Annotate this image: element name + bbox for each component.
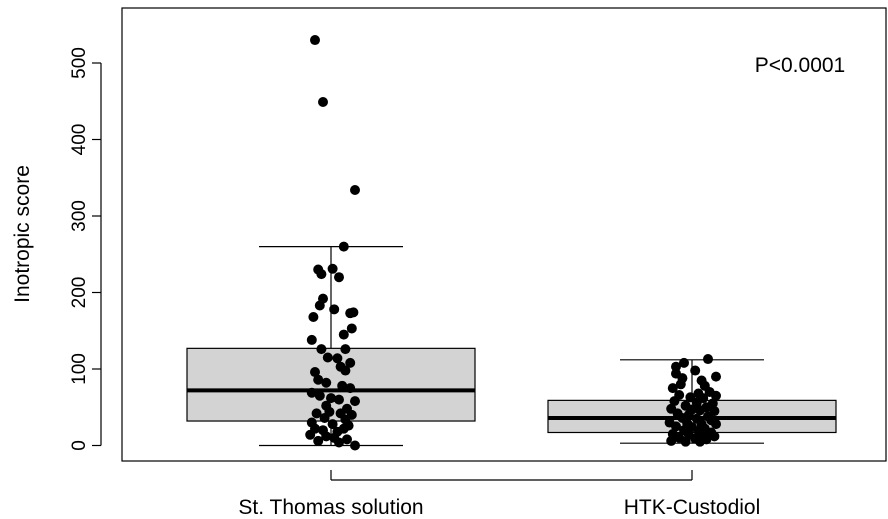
- data-point: [671, 361, 681, 372]
- data-point: [319, 412, 330, 423]
- points-layer: [305, 35, 721, 451]
- x-axis: St. Thomas solution HTK-Custodiol: [238, 470, 760, 519]
- data-point: [345, 383, 356, 394]
- data-point: [322, 352, 333, 363]
- data-point: [308, 311, 319, 322]
- data-point: [711, 371, 721, 382]
- y-axis: 0 100 200 300 400 500: [69, 47, 102, 451]
- data-point: [306, 387, 317, 398]
- data-point: [332, 353, 343, 364]
- data-point: [316, 344, 327, 355]
- data-point: [695, 405, 705, 416]
- data-point: [346, 323, 357, 334]
- data-point: [340, 365, 351, 376]
- data-point: [675, 379, 686, 390]
- data-point: [350, 440, 360, 451]
- data-point: [311, 408, 322, 419]
- boxes-layer: [186, 246, 837, 447]
- x-tick-label: St. Thomas solution: [238, 496, 423, 519]
- data-point: [690, 365, 701, 376]
- y-tick-label: 0: [69, 440, 90, 451]
- data-point: [314, 390, 325, 401]
- data-point: [313, 374, 324, 385]
- data-point: [310, 367, 320, 378]
- data-point: [334, 272, 344, 283]
- y-tick-label: 100: [69, 353, 90, 385]
- data-point: [679, 357, 689, 368]
- data-point: [667, 383, 678, 394]
- data-point: [709, 431, 720, 442]
- data-point: [334, 394, 344, 405]
- data-point: [671, 421, 681, 432]
- data-point: [321, 377, 332, 388]
- p-value-annotation: P<0.0001: [755, 54, 846, 77]
- data-point: [342, 434, 352, 445]
- data-point: [327, 419, 338, 430]
- plot-frame: [121, 7, 887, 462]
- x-tick-label: HTK-Custodiol: [624, 496, 761, 519]
- data-point: [695, 436, 705, 447]
- data-point: [666, 435, 677, 446]
- y-tick-label: 300: [69, 200, 90, 232]
- y-tick-label: 400: [69, 124, 90, 156]
- data-point: [680, 436, 691, 447]
- data-point: [329, 304, 340, 315]
- data-point: [310, 35, 320, 46]
- data-point: [350, 396, 360, 407]
- y-axis-label: Inotropic score: [11, 165, 34, 303]
- data-point: [340, 344, 351, 355]
- data-point: [669, 396, 680, 407]
- data-point: [711, 419, 721, 430]
- y-tick-label: 500: [69, 47, 90, 79]
- data-point: [314, 300, 325, 311]
- data-point: [338, 329, 349, 340]
- data-point: [350, 184, 360, 195]
- data-point: [337, 380, 348, 391]
- data-point: [348, 307, 359, 318]
- data-point: [338, 423, 349, 434]
- data-point: [338, 241, 349, 252]
- data-point: [327, 263, 338, 274]
- data-point: [711, 390, 721, 401]
- data-point: [316, 269, 327, 280]
- data-point: [321, 431, 332, 442]
- data-point: [334, 437, 344, 448]
- data-point: [345, 357, 356, 368]
- data-point: [306, 334, 317, 345]
- data-point: [318, 97, 328, 108]
- y-tick-label: 200: [69, 277, 90, 309]
- data-point: [313, 435, 324, 446]
- data-point: [703, 354, 713, 365]
- data-point: [326, 393, 336, 404]
- data-point: [305, 429, 316, 440]
